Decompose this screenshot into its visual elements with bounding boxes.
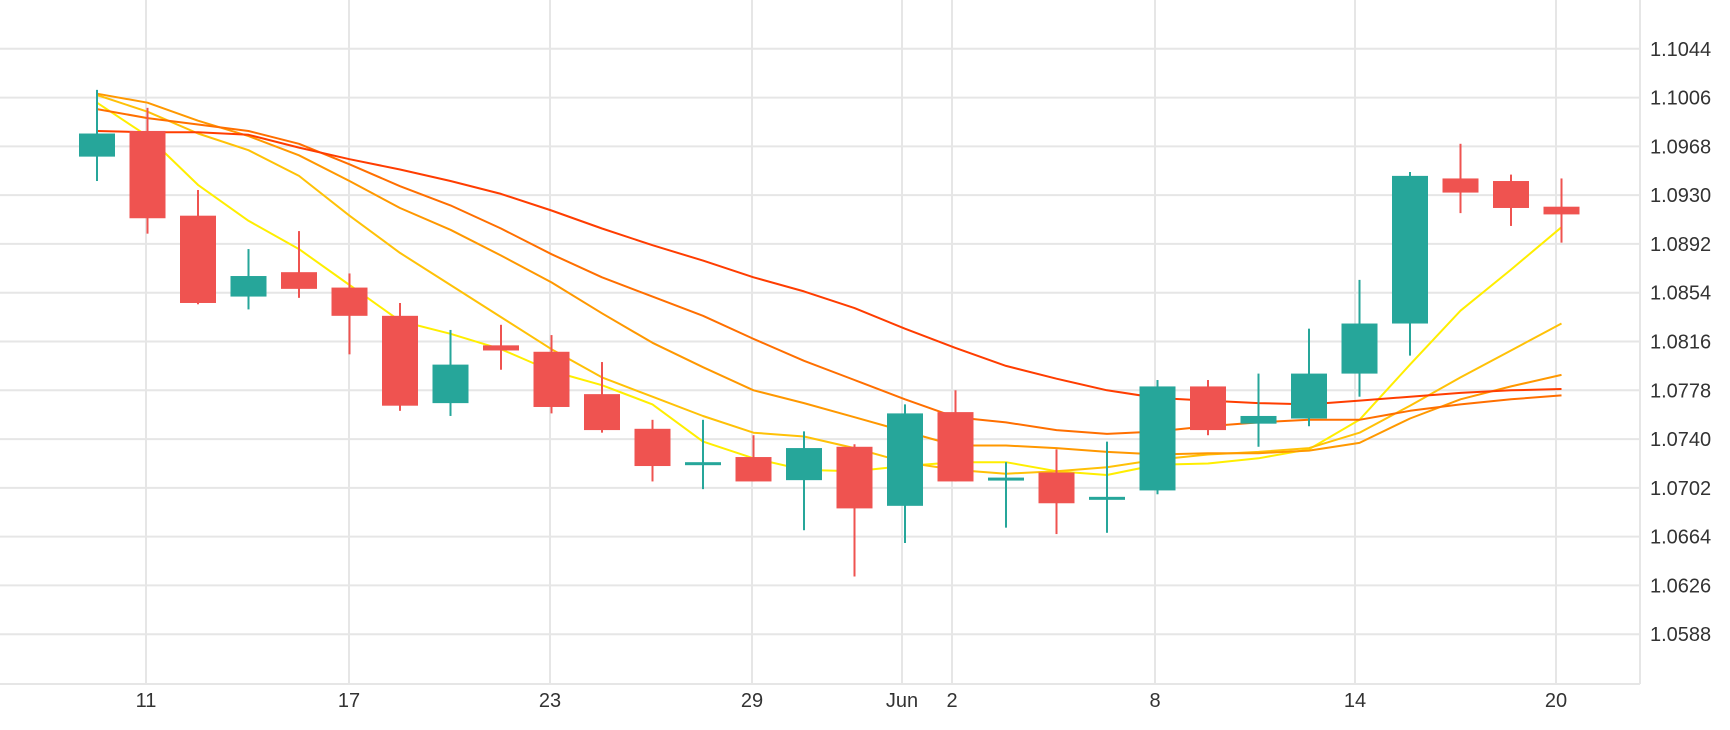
candle-body: [1392, 175, 1428, 324]
candle: [1190, 380, 1226, 436]
x-tick-label: 23: [539, 690, 561, 712]
candle-body: [1493, 181, 1529, 208]
moving-average-line: [96, 108, 1562, 435]
candle-body: [1139, 386, 1176, 491]
candle: [836, 444, 873, 577]
candle-body: [129, 130, 166, 219]
candle: [1543, 178, 1580, 243]
candle-body: [382, 315, 418, 406]
candle-body: [533, 351, 570, 407]
candle: [685, 419, 721, 490]
candle-body: [1190, 386, 1226, 431]
x-axis: 11 17 23 29 Jun 2 8 14 20: [136, 690, 1568, 712]
candle-body: [331, 287, 368, 316]
y-tick-label: 1.0588: [1650, 624, 1711, 646]
candle: [988, 462, 1024, 528]
candle-body: [281, 272, 317, 289]
candle: [230, 249, 267, 310]
candle-body: [1089, 496, 1125, 500]
x-tick-label: 8: [1149, 690, 1160, 712]
x-tick-label: 14: [1344, 690, 1366, 712]
moving-average-line: [96, 92, 1562, 456]
y-tick-label: 1.0930: [1650, 185, 1711, 207]
candle: [281, 231, 317, 298]
candle: [129, 107, 166, 234]
grid: [0, 0, 1641, 685]
candle-body: [836, 446, 873, 509]
y-tick-label: 1.0892: [1650, 234, 1711, 256]
candle-body: [584, 394, 620, 431]
candle-body: [1240, 415, 1277, 424]
y-tick-label: 1.0778: [1650, 380, 1711, 402]
candle-body: [887, 413, 923, 506]
y-tick-label: 1.0702: [1650, 478, 1711, 500]
y-tick-label: 1.0968: [1650, 136, 1711, 158]
candle: [1442, 143, 1479, 214]
candle-body: [1038, 472, 1075, 504]
candle-body: [230, 276, 267, 297]
candle-body: [1341, 323, 1378, 374]
candle-body: [432, 364, 469, 404]
candle-body: [634, 428, 671, 467]
candle-body: [483, 345, 519, 351]
candle: [1493, 174, 1529, 226]
candle: [1392, 172, 1428, 356]
x-tick-label: 17: [338, 690, 360, 712]
y-tick-label: 1.1044: [1650, 39, 1711, 61]
candle-body: [1291, 373, 1327, 419]
candle: [432, 329, 469, 416]
candle: [483, 324, 519, 370]
candle: [937, 390, 974, 482]
y-tick-label: 1.0816: [1650, 332, 1711, 354]
candle: [180, 190, 216, 305]
y-axis: 1.1044 1.1006 1.0968 1.0930 1.0892 1.0854 1.08…: [1650, 39, 1711, 646]
candle: [1341, 279, 1378, 397]
candle-body: [79, 133, 115, 157]
y-tick-label: 1.0740: [1650, 429, 1711, 451]
candle-body: [1543, 206, 1580, 215]
moving-average-line: [96, 101, 1563, 476]
y-tick-label: 1.0626: [1650, 575, 1711, 597]
candle-body: [685, 462, 721, 466]
candle: [634, 419, 671, 482]
y-tick-label: 1.0854: [1650, 283, 1711, 305]
x-tick-label: 2: [946, 690, 957, 712]
candle-body: [786, 448, 822, 481]
moving-average-line: [96, 94, 1562, 475]
candle: [331, 273, 368, 355]
candle: [584, 362, 620, 433]
y-tick-label: 1.1006: [1650, 88, 1711, 110]
x-tick-label: 20: [1545, 690, 1567, 712]
candles: [79, 89, 1580, 577]
candle: [1139, 380, 1176, 495]
candle-body: [180, 215, 216, 303]
candle-body: [937, 412, 974, 482]
candle-body: [988, 477, 1024, 481]
candle: [1240, 373, 1277, 447]
candle: [533, 335, 570, 414]
candle: [382, 302, 418, 411]
x-tick-label: Jun: [886, 690, 918, 712]
x-tick-label: 29: [741, 690, 763, 712]
candle: [887, 404, 923, 544]
candle-body: [735, 457, 772, 482]
candle: [786, 431, 822, 531]
candle: [1089, 441, 1125, 533]
candle: [1291, 328, 1327, 427]
candle-body: [1442, 178, 1479, 193]
candle: [1038, 449, 1075, 535]
y-tick-label: 1.0664: [1650, 527, 1711, 549]
candle: [79, 89, 115, 182]
candle: [735, 435, 772, 482]
x-tick-label: 11: [136, 690, 157, 712]
